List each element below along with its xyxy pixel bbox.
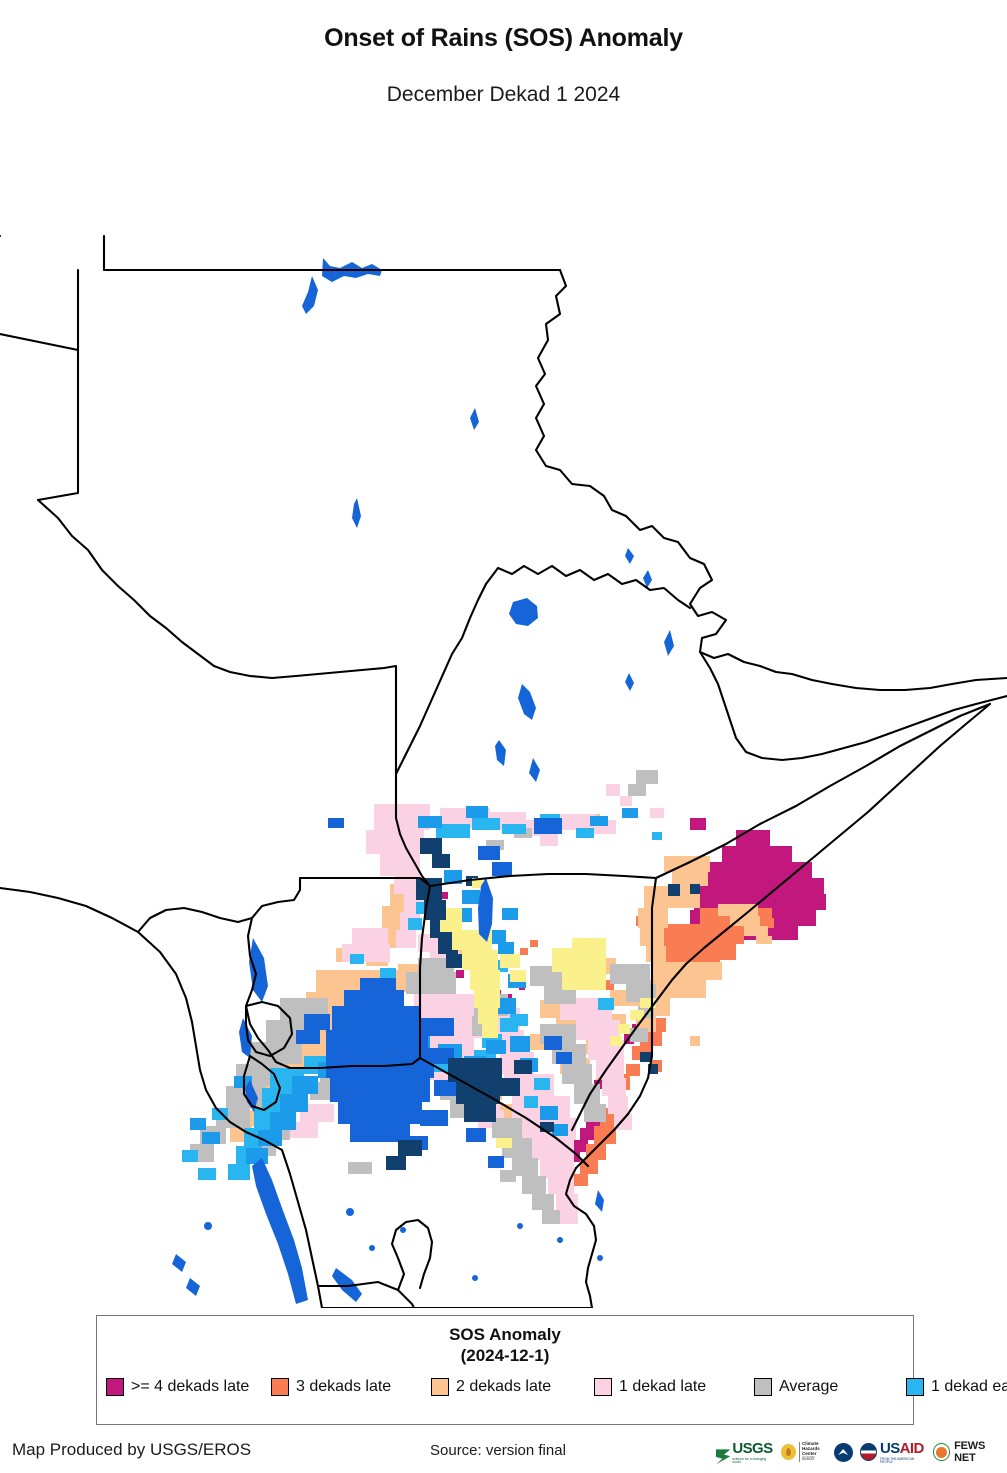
legend-swatch-3-late bbox=[271, 1378, 289, 1396]
legend-label-ge4-late: >= 4 dekads late bbox=[131, 1378, 250, 1395]
legend-item-average[interactable]: Average bbox=[754, 1375, 906, 1399]
fews-net-logo: FEWS NET bbox=[932, 1440, 1007, 1464]
usgs-tagline: science for a changing world bbox=[732, 1456, 767, 1464]
water-bodies bbox=[172, 258, 674, 1304]
chc-tagline: UC SANTA BARBARA bbox=[801, 1455, 815, 1462]
legend-label-3-late: 3 dekads late bbox=[296, 1378, 392, 1395]
usgs-logo: USGS science for a changing world bbox=[716, 1440, 774, 1465]
legend-label-1-early: 1 dekad early bbox=[931, 1378, 1007, 1395]
legend-item-1-early[interactable]: 1 dekad early bbox=[906, 1375, 1007, 1399]
usaid-wordmark: USAID bbox=[880, 1439, 924, 1457]
footer-credit: Map Produced by USGS/EROS bbox=[12, 1440, 252, 1459]
legend-label-average: Average bbox=[779, 1378, 839, 1395]
usaid-tagline: FROM THE AMERICAN PEOPLE bbox=[880, 1456, 915, 1464]
page-subtitle: December Dekad 1 2024 bbox=[386, 83, 621, 106]
legend-swatch-1-early bbox=[906, 1378, 924, 1396]
usgs-mark-icon bbox=[716, 1449, 731, 1465]
map-legend: SOS Anomaly (2024-12-1) >= 4 dekads late… bbox=[96, 1315, 1007, 1425]
legend-label-1-late: 1 dekad late bbox=[619, 1378, 707, 1395]
chc-logo: Climate Hazards Center UC SANTA BARBARA bbox=[780, 1441, 827, 1463]
noaa-logo bbox=[833, 1442, 853, 1462]
fews-wordmark: FEWS NET bbox=[954, 1440, 986, 1464]
legend-title: SOS Anomaly (2024-12-1) bbox=[97, 1325, 913, 1366]
usaid-logo: USAID FROM THE AMERICAN PEOPLE bbox=[859, 1439, 926, 1464]
usgs-wordmark: USGS bbox=[732, 1439, 773, 1457]
legend-swatch-ge4-late bbox=[106, 1378, 124, 1396]
map-canvas[interactable] bbox=[0, 118, 1007, 1308]
fews-globe-icon bbox=[932, 1443, 951, 1461]
legend-swatch-average bbox=[754, 1378, 772, 1396]
legend-item-2-late[interactable]: 2 dekads late bbox=[431, 1375, 594, 1399]
legend-title-period: (2024-12-1) bbox=[460, 1345, 550, 1365]
legend-item-ge4-late[interactable]: >= 4 dekads late bbox=[106, 1375, 271, 1399]
page-title: Onset of Rains (SOS) Anomaly bbox=[324, 24, 683, 52]
chc-drop-icon bbox=[780, 1443, 796, 1460]
footer-logos: USGS science for a changing world Climat… bbox=[716, 1437, 1007, 1467]
footer-source: Source: version final bbox=[430, 1442, 566, 1459]
class-yet-to-start bbox=[440, 878, 656, 1148]
legend-item-1-late[interactable]: 1 dekad late bbox=[594, 1375, 754, 1399]
noaa-seal-icon bbox=[833, 1442, 853, 1462]
chc-wordmark: Climate Hazards Center UC SANTA BARBARA bbox=[798, 1441, 827, 1463]
sos-anomaly-raster bbox=[182, 770, 826, 1224]
legend-swatch-2-late bbox=[431, 1378, 449, 1396]
map-svg bbox=[0, 118, 1007, 1308]
legend-title-main: SOS Anomaly bbox=[449, 1325, 561, 1344]
usaid-seal-icon bbox=[859, 1443, 878, 1461]
country-borders bbox=[0, 234, 1007, 1308]
legend-entries: >= 4 dekads late 3 dekads late 2 dekads … bbox=[106, 1375, 1007, 1399]
legend-swatch-1-late bbox=[594, 1378, 612, 1396]
legend-label-2-late: 2 dekads late bbox=[456, 1378, 552, 1395]
legend-item-3-late[interactable]: 3 dekads late bbox=[271, 1375, 431, 1399]
